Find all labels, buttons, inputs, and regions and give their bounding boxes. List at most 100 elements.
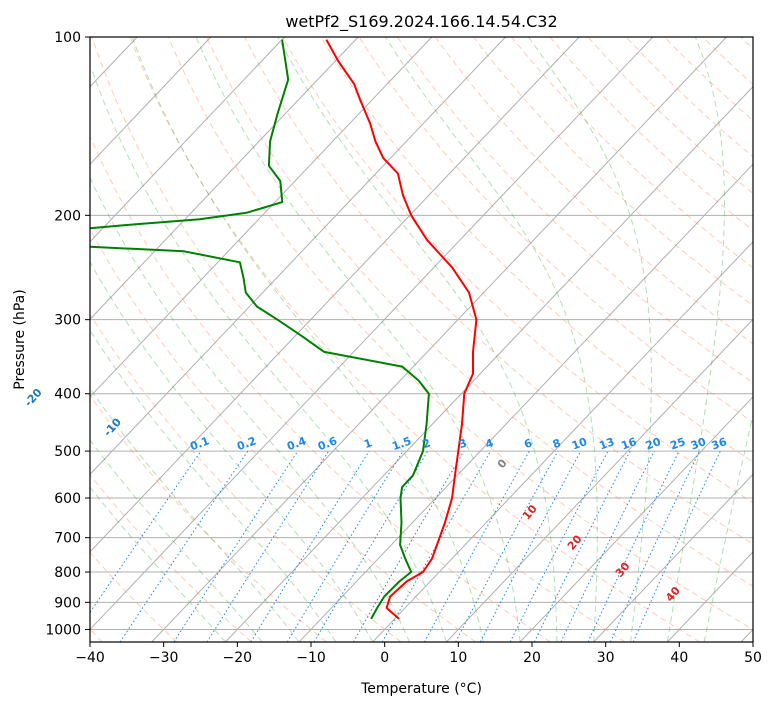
x-tick-label: −30 — [149, 650, 179, 666]
moist-adiabat-line — [131, 37, 484, 642]
line-labels: 0.10.20.40.611.52346810131620253036-100-… — [22, 386, 729, 605]
mixing-ratio-label: 0.4 — [285, 434, 308, 453]
y-tick-label: 600 — [54, 491, 81, 507]
plot-frame — [89, 36, 754, 643]
moist-adiabat-label: 30 — [613, 559, 633, 579]
y-tick-label: 100 — [54, 30, 81, 46]
dewpoint-profile-line — [90, 39, 430, 620]
dry-adiabat-line — [90, 313, 402, 642]
mixing-ratio-label: 6 — [522, 436, 534, 451]
dry-adiabat-line — [740, 37, 753, 50]
mixing-ratio-label: 1 — [362, 436, 374, 451]
isotherm-line — [225, 85, 753, 642]
isotherm-line — [667, 551, 753, 642]
dry-adiabat-line — [358, 37, 753, 423]
isotherm-line — [90, 37, 212, 165]
mixing-ratio-line — [173, 450, 299, 642]
mixing-ratio-label: 3 — [457, 436, 469, 451]
mixing-ratio-line — [455, 450, 559, 642]
axes: −40 −30 −20 −10 0 10 20 30 40 5010020030040050060… — [45, 30, 762, 666]
moist-adiabat-line — [90, 329, 337, 642]
y-tick-label: 900 — [54, 595, 81, 611]
dry-adiabat-line — [434, 37, 753, 345]
mixing-ratio-label: 20 — [644, 435, 663, 453]
mixing-ratio-label: 8 — [551, 436, 563, 451]
isotherm-line — [0, 37, 63, 642]
mixing-ratio-line — [90, 450, 202, 614]
y-tick-label: 700 — [54, 531, 81, 547]
moist-adiabat-line — [195, 37, 521, 642]
x-tick-label: −10 — [296, 650, 326, 666]
mixing-ratio-line — [119, 450, 249, 642]
dry-adiabat-line — [587, 37, 753, 195]
mixing-ratio-line — [560, 450, 655, 642]
x-tick-label: −40 — [75, 650, 105, 666]
dry-adiabat-line — [396, 37, 753, 384]
moist-adiabat-line — [277, 37, 558, 642]
isotherm-line — [90, 37, 433, 398]
moist-adiabat-label: 0 — [495, 456, 510, 470]
mixing-ratio-line — [587, 450, 680, 642]
isotherm-line — [446, 318, 753, 642]
y-tick-label: 200 — [54, 208, 81, 224]
moist-adiabat-line — [384, 37, 598, 642]
isotherm-line — [90, 37, 580, 553]
mixing-ratio-line — [286, 450, 404, 642]
mixing-ratio-line — [632, 450, 721, 642]
x-tick-label: 40 — [670, 650, 688, 666]
isotherm-line — [298, 163, 753, 642]
isotherm-line — [90, 37, 285, 243]
y-tick-label: 500 — [54, 444, 81, 460]
isotherm-line — [593, 473, 753, 642]
isotherm-line — [740, 628, 753, 642]
dry-adiabat-line — [473, 37, 753, 307]
y-axis-label: Pressure (hPa) — [12, 289, 28, 389]
x-tick-label: 20 — [523, 650, 541, 666]
isotherm-line — [151, 37, 727, 642]
isotherm-line — [90, 37, 359, 320]
mixing-ratio-line — [352, 450, 465, 642]
dry-adiabat-line — [664, 37, 753, 122]
isotherm-line — [90, 37, 654, 631]
moist-adiabat-label: 40 — [663, 584, 683, 604]
mixing-ratio-line — [609, 450, 701, 642]
mixing-ratio-label: 0.6 — [316, 434, 339, 453]
dry-adiabat-line — [91, 37, 626, 642]
dry-adiabat-line — [511, 37, 753, 269]
dry-adiabat-line — [320, 37, 753, 463]
x-axis-label: Temperature (°C) — [360, 681, 482, 697]
dry-adiabat-line — [625, 37, 753, 158]
mixing-ratio-label: 4 — [484, 436, 496, 451]
isotherm-line — [519, 396, 753, 642]
x-tick-label: −20 — [223, 650, 253, 666]
moist-adiabat-label: 10 — [520, 502, 540, 522]
dry-adiabat-line — [282, 37, 753, 504]
dry-adiabat-line — [90, 473, 252, 642]
moist-adiabat-line — [666, 37, 725, 642]
mixing-ratio-label: 2 — [421, 436, 433, 451]
dry-adiabat-line — [129, 37, 701, 642]
x-tick-label: 10 — [449, 650, 467, 666]
moist-adiabat-line — [703, 412, 753, 642]
moist-adiabat-line — [90, 176, 411, 642]
y-tick-label: 400 — [54, 387, 81, 403]
x-tick-label: 0 — [380, 650, 389, 666]
x-tick-label: 50 — [744, 650, 762, 666]
chart-title: wetPf2_S169.2024.166.14.54.C32 — [285, 12, 557, 32]
mixing-ratio-label: 25 — [668, 435, 687, 452]
moist-adiabat-line — [90, 387, 300, 642]
moist-adiabat-label: 20 — [565, 532, 585, 552]
mixing-ratio-label: 0.2 — [235, 434, 258, 453]
mixing-ratio-label: 1.5 — [390, 434, 413, 453]
mixing-ratio-label: 30 — [689, 435, 708, 453]
y-tick-label: 800 — [54, 565, 81, 581]
y-tick-label: 300 — [54, 313, 81, 329]
background-lines — [0, 37, 753, 642]
dry-adiabat-line — [167, 37, 753, 630]
dry-adiabat-line — [90, 394, 327, 642]
moist-adiabat-line — [90, 261, 374, 642]
dry-adiabat-line — [549, 37, 753, 232]
isotherm-line — [372, 241, 753, 642]
isotherm-line — [90, 37, 506, 476]
